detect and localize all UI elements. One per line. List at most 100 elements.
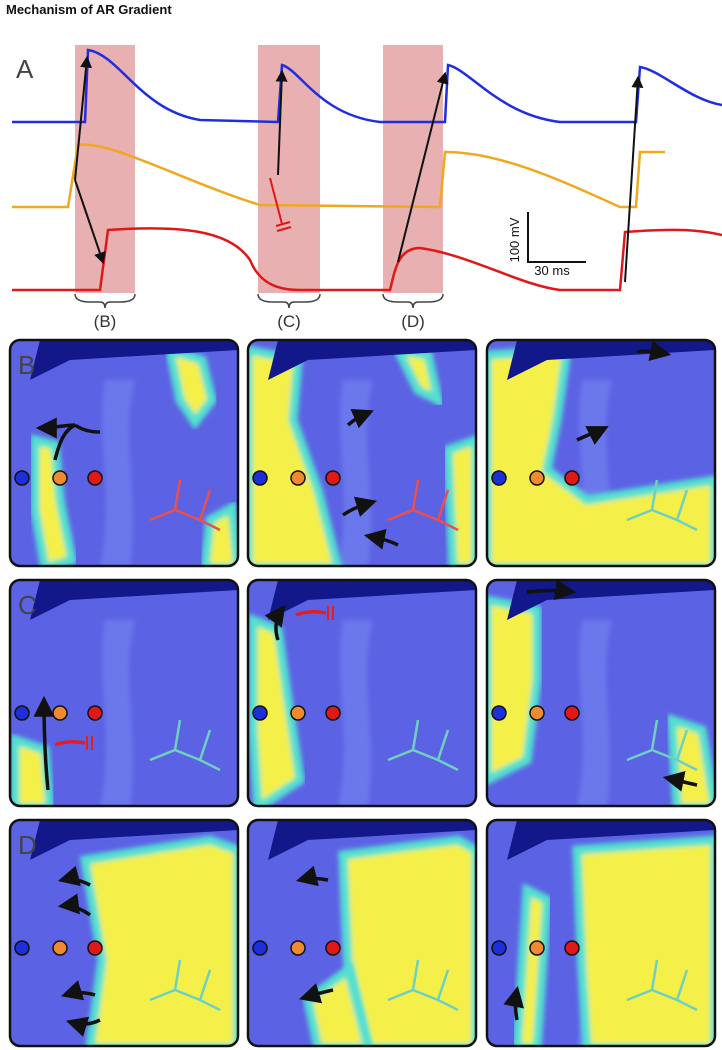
- trace-orange: [12, 143, 665, 209]
- activation-region: [79, 835, 238, 1046]
- window-label: (D): [401, 312, 425, 331]
- sim-panel: [485, 818, 717, 1048]
- trace-blue: [12, 48, 722, 124]
- wave-arrow: [576, 426, 609, 445]
- top-surface: [30, 580, 238, 620]
- arrow: [269, 177, 283, 225]
- electrode: [252, 470, 268, 486]
- wave-arrow: [295, 865, 329, 887]
- electrode: [87, 940, 103, 956]
- panel-border: [246, 578, 478, 808]
- sim-panel: [485, 578, 717, 808]
- electrode: [564, 940, 580, 956]
- sim-panel: [246, 818, 478, 1048]
- activation-region: [164, 343, 217, 430]
- wave-arrow: [341, 496, 378, 517]
- scale-bar: [527, 212, 586, 263]
- panel-content: [248, 340, 476, 566]
- window-label: (C): [277, 312, 301, 331]
- panel-border: [8, 338, 240, 568]
- purkinje-branch: [626, 719, 698, 772]
- wave-arrow: [60, 980, 96, 1001]
- block-bar: [327, 606, 334, 620]
- wave-arrow: [662, 771, 698, 792]
- electrode: [52, 940, 68, 956]
- arrow: [624, 75, 644, 283]
- fold-shade: [100, 620, 135, 806]
- conduction-arrows: [74, 55, 644, 283]
- blocked-arrow: [54, 739, 86, 747]
- electrode: [529, 470, 545, 486]
- panel-content: [10, 820, 238, 1046]
- panel-content: [10, 340, 238, 566]
- purkinje-branch: [387, 479, 459, 532]
- electrode: [325, 940, 341, 956]
- fold-shade: [338, 620, 373, 806]
- electrode: [491, 470, 507, 486]
- top-surface: [268, 820, 476, 860]
- electrode: [252, 705, 268, 721]
- block-arrow: [269, 177, 292, 232]
- scale-voltage: 100 mV: [507, 217, 522, 262]
- wave-arrow: [636, 340, 672, 362]
- top-surface: [268, 340, 476, 380]
- electrode: [290, 470, 306, 486]
- block-bar: [275, 221, 291, 227]
- top-surface: [507, 820, 715, 860]
- arrow: [275, 69, 288, 176]
- panel-content: [248, 580, 476, 806]
- purkinje-branch: [149, 959, 221, 1012]
- electrode: [290, 705, 306, 721]
- electrode: [564, 705, 580, 721]
- braces: [74, 293, 444, 309]
- activation-region: [443, 433, 476, 566]
- sim-panel: [485, 338, 717, 568]
- panel-border: [8, 578, 240, 808]
- row-label: B: [18, 350, 35, 380]
- sim-panel: C: [8, 578, 240, 808]
- electrode: [14, 470, 30, 486]
- electrode: [529, 940, 545, 956]
- fold-shade: [100, 380, 135, 566]
- panel-border: [246, 338, 478, 568]
- activation-region: [303, 962, 374, 1046]
- wave-arrow: [33, 695, 55, 791]
- activation-region: [200, 500, 238, 566]
- panel-content: [10, 580, 238, 806]
- activation-region: [512, 882, 552, 1046]
- wave-arrow: [40, 425, 101, 461]
- activation-region: [10, 733, 55, 806]
- sim-panel: [246, 338, 478, 568]
- panel-border: [8, 818, 240, 1048]
- window-shade: [258, 45, 320, 293]
- figure-title: Mechanism of AR Gradient: [6, 2, 172, 17]
- purkinje-branch: [626, 959, 698, 1012]
- arrow: [397, 71, 449, 263]
- wave-arrow: [264, 604, 286, 641]
- block-bar: [86, 736, 93, 750]
- block-bar: [276, 226, 292, 232]
- wave-arrow: [346, 408, 374, 429]
- scale-time: 30 ms: [534, 263, 570, 278]
- panel-border: [485, 818, 717, 1048]
- purkinje-branch: [149, 479, 221, 532]
- activation-region: [248, 613, 305, 806]
- electrode: [87, 470, 103, 486]
- wave-arrow: [526, 580, 577, 601]
- wave-arrow: [65, 1016, 101, 1037]
- panel-border: [485, 578, 717, 808]
- window-shade: [383, 45, 443, 293]
- wave-arrow: [363, 528, 399, 550]
- electrode: [529, 705, 545, 721]
- panel-label: A: [16, 54, 34, 84]
- top-surface: [268, 580, 476, 620]
- arrow: [74, 179, 106, 265]
- brace: [382, 293, 444, 309]
- panel-content: [487, 820, 715, 1046]
- panel-content: [487, 340, 715, 566]
- electrode: [52, 470, 68, 486]
- purkinje-branch: [626, 479, 698, 532]
- electrode: [491, 940, 507, 956]
